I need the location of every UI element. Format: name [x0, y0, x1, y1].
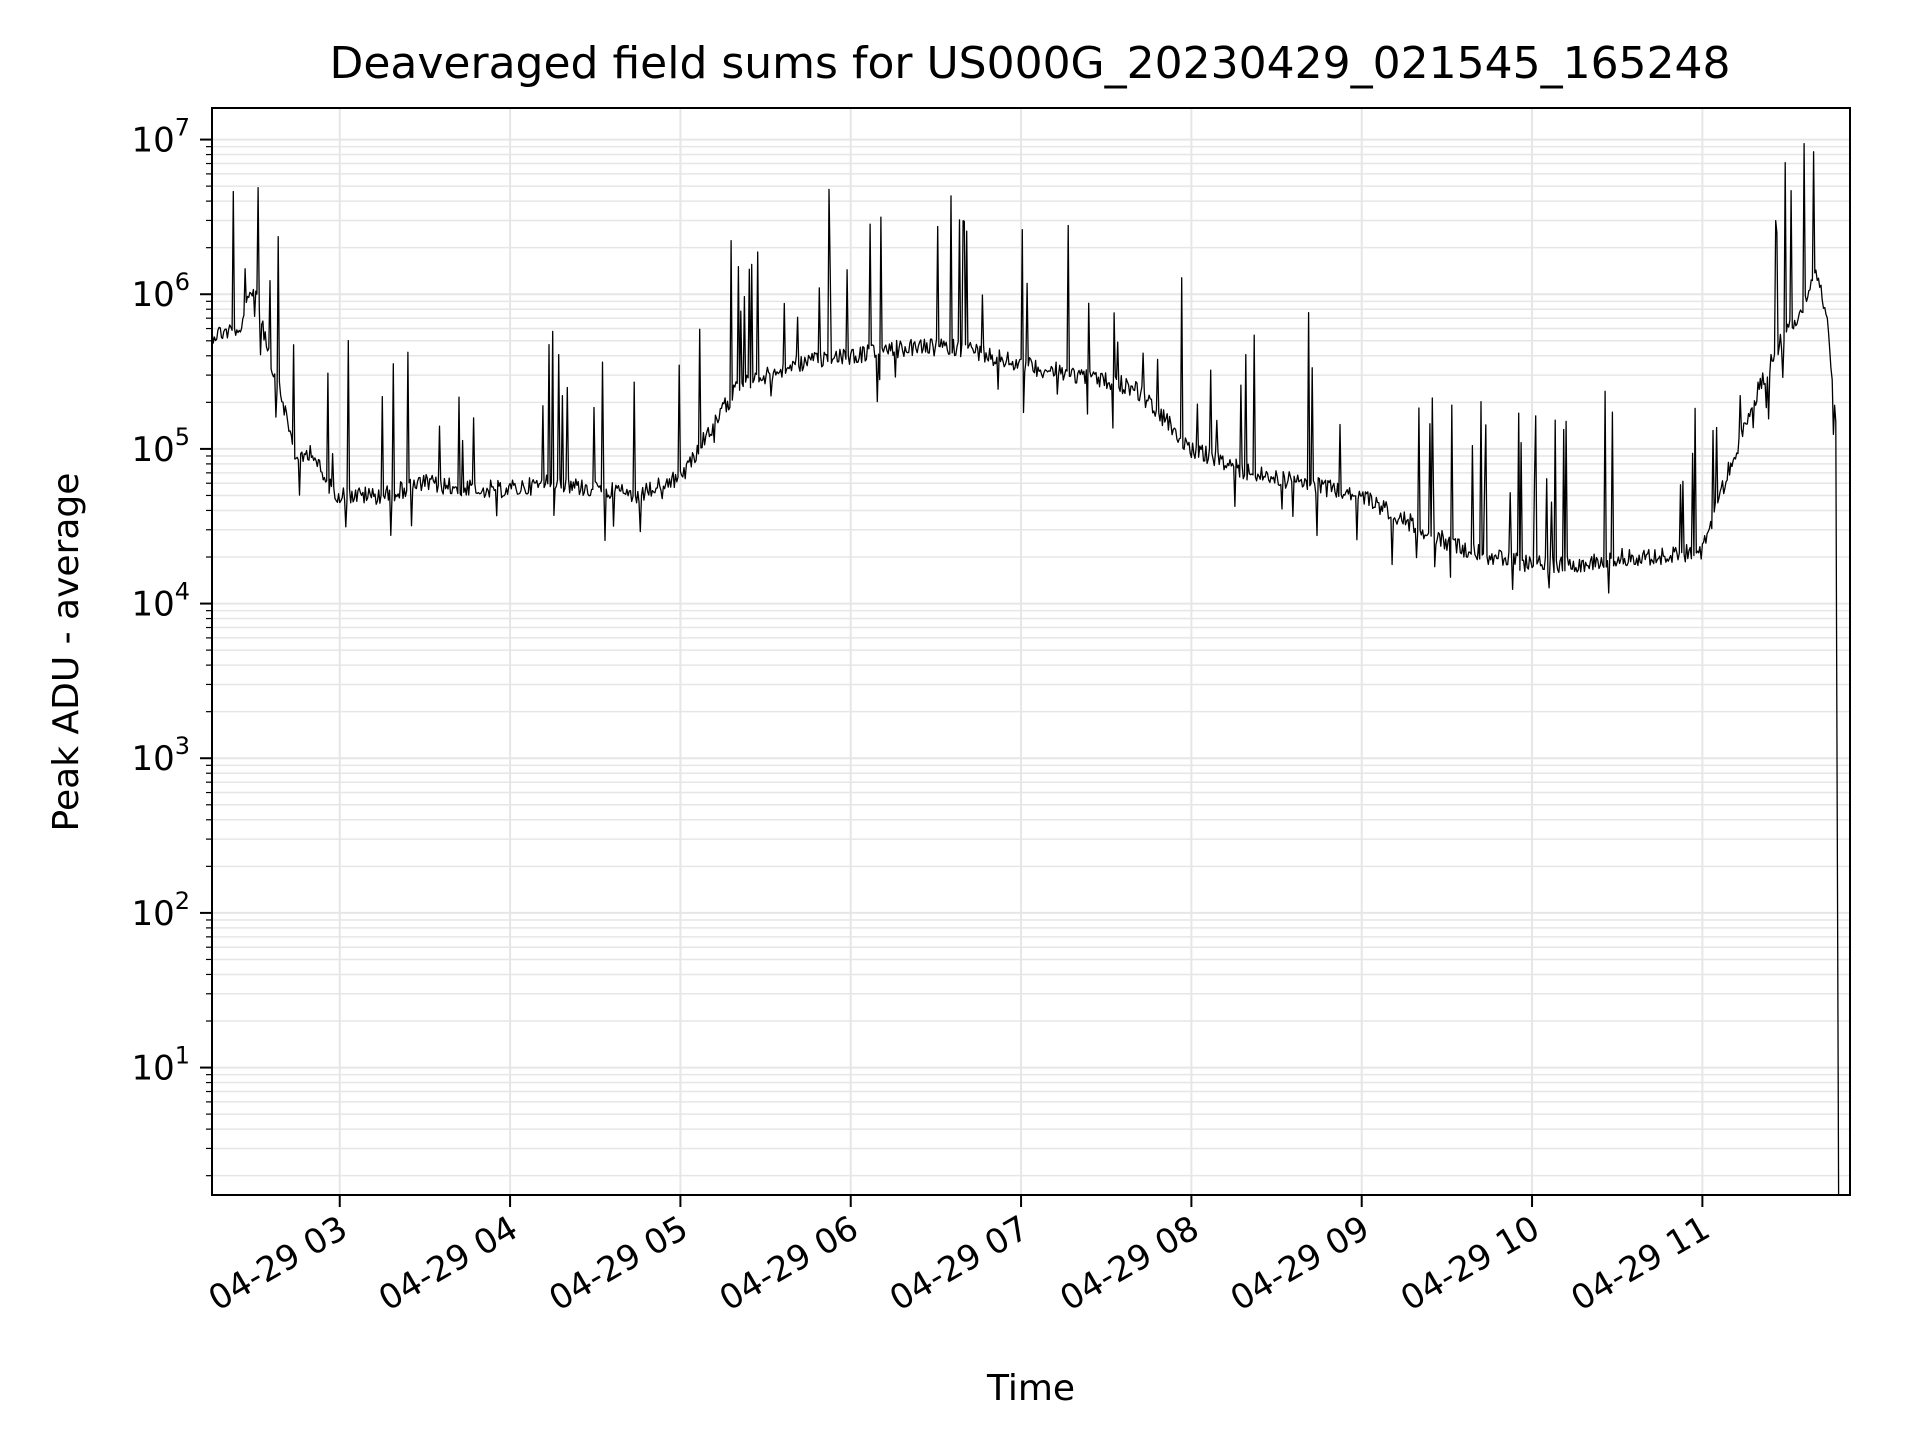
y-tick-label-exponent: 6 [175, 268, 190, 296]
y-tick-label: 103 [131, 732, 190, 779]
x-tick-label: 04-29 09 [1224, 1208, 1376, 1319]
grid-lines [212, 108, 1850, 1195]
x-tick-label: 04-29 03 [202, 1208, 354, 1319]
x-tick-label: 04-29 10 [1394, 1208, 1546, 1319]
series-group [212, 143, 1840, 1195]
x-tick-label: 04-29 11 [1564, 1208, 1716, 1319]
plot-frame [211, 107, 1851, 1196]
y-tick-label-base: 10 [131, 430, 174, 470]
y-tick-label: 101 [131, 1042, 190, 1089]
y-tick-label-exponent: 1 [175, 1042, 190, 1070]
ticks [200, 138, 1704, 1207]
series-line [212, 143, 1840, 1195]
y-tick-label: 104 [131, 578, 190, 625]
x-tick-labels: 04-29 03 04-29 04 04-29 05 04-29 06 04-29 07… [202, 1208, 1717, 1319]
x-axis-label: Time [986, 1368, 1075, 1409]
y-tick-label-exponent: 4 [175, 578, 190, 606]
y-axis-label: Peak ADU - average [46, 473, 87, 832]
y-tick-label: 107 [131, 114, 190, 161]
y-tick-label: 106 [131, 268, 190, 315]
y-tick-label-base: 10 [131, 739, 174, 779]
y-tick-label-base: 10 [131, 585, 174, 625]
chart-title: Deaveraged field sums for US000G_2023042… [329, 38, 1730, 89]
y-tick-label: 102 [131, 887, 190, 934]
y-tick-label-base: 10 [131, 121, 174, 161]
y-tick-label-exponent: 7 [175, 114, 190, 142]
x-tick-label: 04-29 07 [883, 1208, 1035, 1319]
x-tick-label: 04-29 08 [1053, 1208, 1205, 1319]
y-tick-label-exponent: 3 [175, 732, 190, 760]
y-tick-label-base: 10 [131, 275, 174, 315]
x-tick-label: 04-29 04 [372, 1208, 524, 1319]
x-tick-label: 04-29 06 [713, 1208, 865, 1319]
y-tick-label-exponent: 2 [175, 887, 190, 915]
x-tick-label: 04-29 05 [543, 1208, 695, 1319]
y-tick-label-exponent: 5 [175, 423, 190, 451]
y-tick-label: 105 [131, 423, 190, 470]
y-tick-label-base: 10 [131, 894, 174, 934]
y-tick-label-base: 10 [131, 1049, 174, 1089]
